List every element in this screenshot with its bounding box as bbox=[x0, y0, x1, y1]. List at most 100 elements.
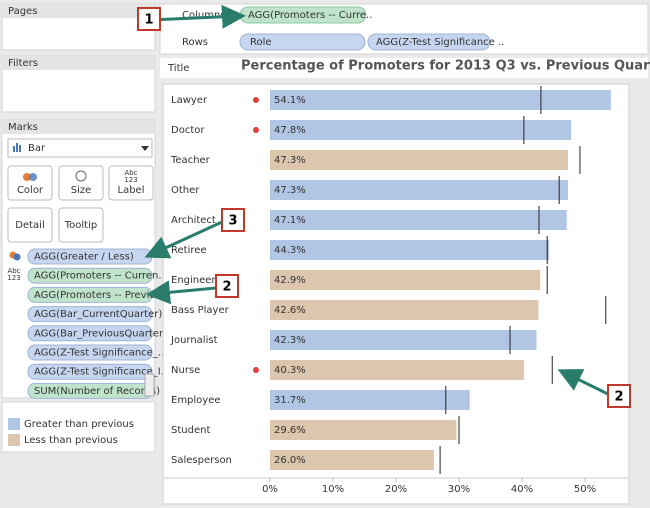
pill-text: AGG(Z-Test Significance_.. bbox=[34, 348, 164, 359]
bar bbox=[270, 330, 537, 350]
pill-text: AGG(Greater / Less) bbox=[34, 252, 134, 263]
row-label: Engineer bbox=[171, 275, 216, 286]
row-label: Student bbox=[171, 425, 210, 436]
bar bbox=[270, 450, 434, 470]
value-label: 40.3% bbox=[274, 365, 306, 376]
legend-swatch bbox=[8, 418, 20, 430]
field-pill[interactable] bbox=[27, 267, 153, 284]
field-pill[interactable] bbox=[27, 344, 153, 361]
bar bbox=[270, 120, 572, 140]
value-label: 47.1% bbox=[274, 215, 306, 226]
bar bbox=[270, 270, 541, 290]
shelf-button[interactable] bbox=[108, 165, 154, 201]
pill-text: SUM(Number of Records) bbox=[34, 386, 160, 397]
row-pill[interactable] bbox=[239, 33, 366, 51]
significance-dot bbox=[253, 127, 259, 133]
row-label: Salesperson bbox=[171, 455, 232, 466]
marks-title: Marks bbox=[8, 122, 38, 133]
callout-box bbox=[215, 274, 239, 298]
bar-icon bbox=[13, 146, 15, 152]
row-label: Other bbox=[171, 185, 200, 196]
x-tick-label: 20% bbox=[385, 484, 407, 495]
color-icon bbox=[23, 173, 31, 181]
pill-text: AGG(Z-Test Significance_I.. bbox=[34, 367, 167, 378]
mark-type-dropdown[interactable] bbox=[7, 138, 153, 158]
value-label: 29.6% bbox=[274, 425, 306, 436]
callout-number: 2 bbox=[614, 390, 623, 405]
abc-icon: Abc bbox=[7, 267, 20, 275]
bar bbox=[270, 360, 524, 380]
shelf-button[interactable] bbox=[7, 207, 53, 243]
value-label: 31.7% bbox=[274, 395, 306, 406]
pill-text: AGG(Promoters -- Previo.. bbox=[34, 290, 162, 301]
dropdown-arrow bbox=[141, 146, 149, 151]
x-tick-label: 10% bbox=[322, 484, 344, 495]
x-tick-label: 30% bbox=[448, 484, 470, 495]
filters-title: Filters bbox=[8, 58, 38, 69]
shelf-label: Rows bbox=[182, 37, 208, 48]
abc-icon: 123 bbox=[124, 176, 137, 184]
abc-icon: Abc bbox=[124, 169, 137, 177]
value-label: 47.3% bbox=[274, 185, 306, 196]
significance-dot bbox=[253, 367, 259, 373]
title-row bbox=[160, 58, 648, 78]
pill-text: AGG(Promoters -- Curre.. bbox=[248, 10, 372, 21]
field-pill[interactable] bbox=[27, 363, 153, 380]
value-label: 42.9% bbox=[274, 275, 306, 286]
pill-text: AGG(Bar_CurrentQuarter) bbox=[34, 309, 162, 320]
x-tick-label: 50% bbox=[574, 484, 596, 495]
value-label: 44.3% bbox=[274, 245, 306, 256]
pill-text: Role bbox=[250, 37, 272, 48]
shelf-label: Columns bbox=[182, 10, 226, 21]
button-label: Color bbox=[17, 185, 44, 196]
callout-number: 2 bbox=[222, 280, 231, 295]
button-label: Size bbox=[71, 185, 92, 196]
abc-icon: 123 bbox=[7, 274, 20, 282]
callout-arrow bbox=[144, 220, 223, 259]
pill-text: AGG(Z-Test Significance .. bbox=[376, 37, 504, 48]
button-label: Tooltip bbox=[64, 220, 97, 231]
shelf-button[interactable] bbox=[7, 165, 53, 201]
callout-arrow bbox=[146, 280, 217, 305]
bar-icon bbox=[16, 143, 18, 152]
bar bbox=[270, 390, 470, 410]
button-label: Detail bbox=[15, 220, 44, 231]
row-label: Bass Player bbox=[171, 305, 230, 316]
row-label: Journalist bbox=[170, 335, 218, 346]
field-pill[interactable] bbox=[27, 325, 153, 342]
callout-box bbox=[607, 384, 631, 408]
row-pill[interactable] bbox=[367, 33, 491, 51]
field-pill[interactable] bbox=[27, 306, 153, 323]
pill-text: AGG(Promoters -- Curren.. bbox=[34, 271, 165, 282]
button-label: Label bbox=[118, 185, 145, 196]
pages-title: Pages bbox=[8, 6, 37, 17]
bar bbox=[270, 150, 568, 170]
callout-number: 1 bbox=[144, 13, 153, 28]
legend-label: Less than previous bbox=[24, 435, 118, 446]
pill-text: AGG(Bar_PreviousQuarter) bbox=[34, 328, 167, 339]
row-label: Doctor bbox=[171, 125, 205, 136]
row-label: Employee bbox=[171, 395, 221, 406]
callout-box bbox=[221, 208, 245, 232]
mark-type: Bar bbox=[28, 143, 46, 154]
shelf-button[interactable] bbox=[58, 165, 104, 201]
bar-icon bbox=[19, 145, 21, 152]
filters-header bbox=[2, 56, 155, 70]
row-label: Retiree bbox=[171, 245, 207, 256]
callout-box bbox=[137, 7, 161, 31]
callout-arrow bbox=[557, 369, 609, 396]
legend-swatch bbox=[8, 434, 20, 446]
row-label: Lawyer bbox=[171, 95, 208, 106]
row-label: Architect bbox=[171, 215, 216, 226]
shelf-button[interactable] bbox=[58, 207, 104, 243]
row-label: Teacher bbox=[170, 155, 211, 166]
row-label: Nurse bbox=[171, 365, 200, 376]
color-icon bbox=[13, 253, 21, 261]
size-icon bbox=[75, 170, 87, 182]
bar bbox=[270, 420, 457, 440]
legend-panel bbox=[1, 401, 156, 453]
x-tick-label: 40% bbox=[511, 484, 533, 495]
chart-title: Percentage of Promoters for 2013 Q3 vs. … bbox=[241, 59, 650, 74]
color-icon bbox=[29, 173, 37, 181]
